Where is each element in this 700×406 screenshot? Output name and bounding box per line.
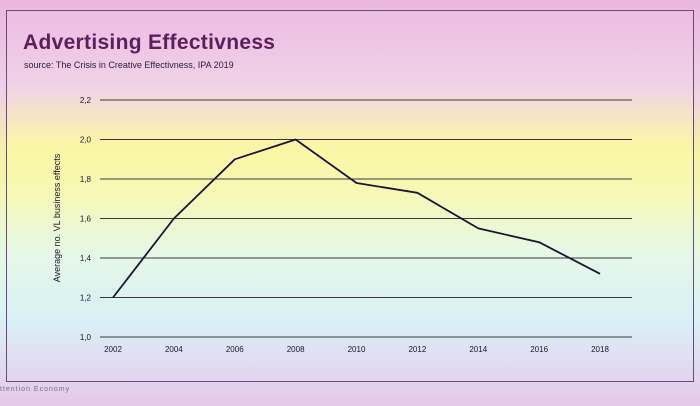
y-tick-label: 1,4 [80, 254, 92, 263]
y-tick-label: 2,2 [80, 96, 92, 105]
x-tick-label: 2002 [104, 345, 122, 354]
gridlines [100, 99, 632, 338]
series-group [112, 138, 601, 299]
x-tick-label: 2006 [226, 345, 244, 354]
chart-subtitle: source: The Crisis in Creative Effectivn… [24, 60, 234, 70]
x-tick-label: 2004 [165, 345, 183, 354]
y-axis-label: Average no. VL business effects [52, 153, 62, 282]
y-tick-label: 1,8 [80, 175, 92, 184]
x-tick-label: 2014 [469, 345, 487, 354]
y-tick-label: 1,2 [80, 294, 92, 303]
x-tick-label: 2010 [348, 345, 366, 354]
x-tick-label: 2018 [591, 345, 609, 354]
x-tick-label: 2012 [408, 345, 426, 354]
x-tick-label: 2008 [287, 345, 305, 354]
slide-frame [6, 10, 694, 382]
y-tick-labels: 1,0 1,2 1,4 1,6 1,8 2,0 2,2 [80, 96, 92, 342]
y-tick-label: 1,6 [80, 215, 92, 224]
chart-title: Advertising Effectivness [23, 31, 276, 54]
y-tick-label: 2,0 [80, 136, 92, 145]
y-tick-label: 1,0 [80, 333, 92, 342]
x-tick-labels: 2002 2004 2006 2008 2010 2012 2014 2016 2018 [104, 345, 609, 354]
x-tick-label: 2016 [530, 345, 548, 354]
footer-text: ttention Economy [0, 386, 71, 393]
